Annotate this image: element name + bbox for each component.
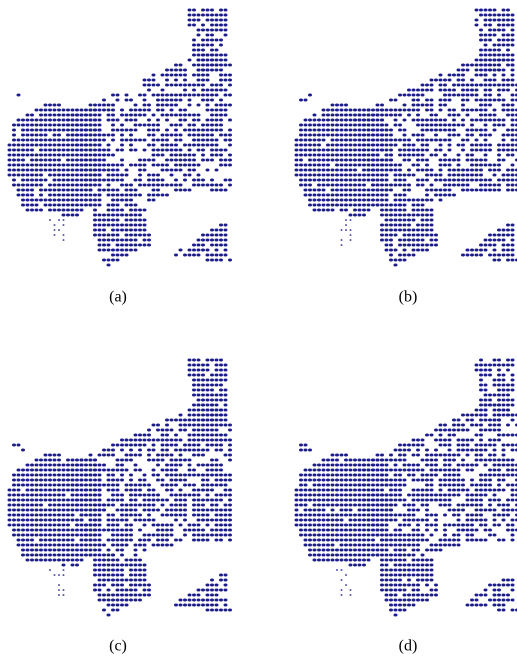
point-cloud [295, 359, 517, 617]
panel-caption: (a) [109, 289, 127, 306]
panels [8, 9, 517, 617]
point-cloud [8, 359, 233, 617]
panel-caption: (d) [399, 638, 418, 655]
panel-caption: (c) [109, 638, 127, 655]
point-cloud [295, 9, 517, 267]
point-cloud [8, 9, 233, 267]
panel-caption: (b) [399, 289, 418, 306]
figure: (a) (b) (c) (d) [0, 0, 517, 662]
